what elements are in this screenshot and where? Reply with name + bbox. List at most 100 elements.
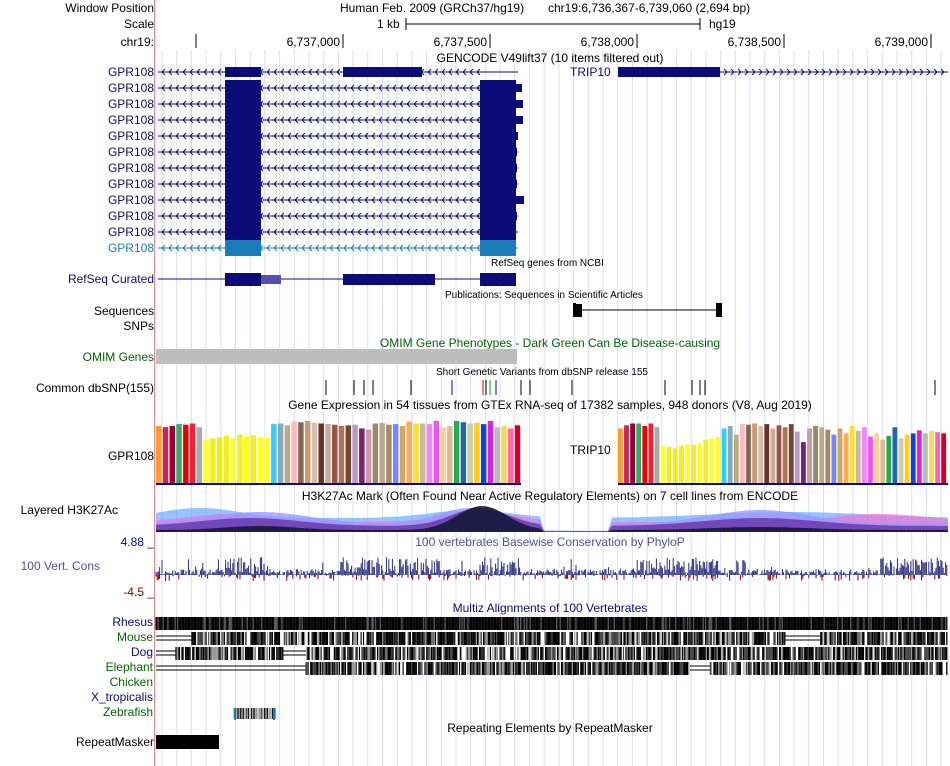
gpr108-transcript[interactable] (158, 240, 518, 256)
multiz-species-label[interactable]: Chicken (109, 675, 153, 689)
gpr108-transcript[interactable] (158, 67, 518, 77)
multiz-species-row[interactable] (155, 617, 948, 630)
multiz-species-row[interactable] (233, 708, 277, 720)
gtex-track[interactable] (0, 410, 950, 490)
gtex-bar-gpr108[interactable] (311, 422, 318, 483)
gtex-bar-trip10[interactable] (630, 423, 635, 483)
gtex-bar-trip10[interactable] (697, 443, 703, 483)
gencode-gene-label[interactable]: GPR108 (107, 65, 154, 79)
gtex-bar-trip10[interactable] (782, 427, 788, 483)
gtex-bar-gpr108[interactable] (514, 425, 521, 483)
gtex-bar-trip10[interactable] (923, 433, 928, 483)
gtex-bar-trip10[interactable] (758, 425, 764, 483)
gtex-bar-trip10[interactable] (685, 444, 690, 483)
gtex-bar-trip10[interactable] (746, 424, 751, 483)
gtex-bar-gpr108[interactable] (372, 423, 379, 483)
gtex-bar-trip10[interactable] (849, 425, 855, 483)
gtex-bar-trip10[interactable] (648, 423, 654, 483)
gtex-bar-gpr108[interactable] (413, 423, 419, 483)
gtex-bar-gpr108[interactable] (359, 428, 365, 483)
trip10-transcript[interactable] (618, 67, 948, 77)
multiz-species-row[interactable] (156, 662, 948, 675)
gtex-bar-trip10[interactable] (807, 428, 812, 483)
gtex-bar-trip10[interactable] (819, 427, 825, 483)
gtex-bar-gpr108[interactable] (325, 424, 331, 483)
gtex-bar-gpr108[interactable] (501, 425, 507, 483)
gpr108-transcript[interactable] (158, 208, 518, 224)
gpr108-transcript[interactable] (158, 128, 518, 144)
gtex-bar-trip10[interactable] (727, 425, 733, 483)
gtex-bar-trip10[interactable] (898, 438, 904, 483)
gtex-bar-trip10[interactable] (624, 425, 629, 483)
gencode-gene-label[interactable]: GPR108 (107, 209, 154, 223)
gtex-bar-gpr108[interactable] (379, 422, 385, 483)
gtex-bar-trip10[interactable] (825, 429, 831, 483)
multiz-species-label[interactable]: Zebrafish (102, 705, 153, 719)
gtex-bar-gpr108[interactable] (277, 423, 284, 483)
cons-label[interactable]: 100 Vert. Cons (20, 559, 100, 573)
gtex-bar-gpr108[interactable] (291, 421, 297, 483)
gtex-bar-gpr108[interactable] (304, 421, 311, 483)
h3k27ac-label[interactable]: Layered H3K27Ac (20, 503, 118, 517)
gpr108-transcript[interactable] (158, 144, 518, 160)
gpr108-transcript[interactable] (158, 80, 522, 96)
gtex-bar-trip10[interactable] (691, 444, 696, 483)
gtex-bar-gpr108[interactable] (345, 425, 352, 483)
gtex-bar-gpr108[interactable] (467, 423, 473, 483)
gtex-bar-gpr108[interactable] (162, 427, 169, 483)
gtex-bar-trip10[interactable] (801, 442, 806, 483)
repeatmasker-track[interactable] (0, 733, 950, 753)
gtex-bar-gpr108[interactable] (257, 437, 264, 483)
gtex-bar-gpr108[interactable] (183, 424, 189, 483)
gtex-bar-gpr108[interactable] (237, 434, 243, 483)
gtex-bar-trip10[interactable] (672, 448, 678, 483)
gtex-bar-gpr108[interactable] (453, 421, 460, 483)
gtex-bar-gpr108[interactable] (426, 424, 433, 483)
gencode-gene-label[interactable]: GPR108 (107, 129, 154, 143)
gtex-bar-gpr108[interactable] (433, 421, 440, 483)
gencode-gene-label[interactable]: GPR108 (107, 193, 154, 207)
multiz-species-label[interactable]: Mouse (116, 630, 153, 644)
gencode-gene-label[interactable]: GPR108 (107, 145, 154, 159)
gtex-bar-gpr108[interactable] (474, 422, 480, 483)
gtex-bar-gpr108[interactable] (176, 424, 182, 483)
gtex-bar-gpr108[interactable] (284, 425, 291, 483)
gtex-bar-gpr108[interactable] (480, 424, 487, 483)
multiz-species-label[interactable]: Dog (130, 645, 153, 659)
multiz-species-label[interactable]: Elephant (105, 660, 153, 674)
gtex-bar-trip10[interactable] (916, 430, 922, 483)
gtex-bar-trip10[interactable] (788, 424, 794, 483)
gtex-bar-trip10[interactable] (886, 435, 892, 483)
gtex-bar-trip10[interactable] (813, 425, 818, 483)
gtex-right-gene-label[interactable]: TRIP10 (570, 443, 611, 457)
gencode-track[interactable] (0, 60, 950, 260)
gtex-bar-gpr108[interactable] (271, 424, 277, 483)
multiz-track[interactable] (0, 612, 950, 722)
omim-label[interactable]: OMIM Genes (82, 350, 154, 364)
gtex-bar-gpr108[interactable] (216, 437, 223, 483)
gtex-bar-trip10[interactable] (837, 428, 843, 483)
omim-track[interactable] (0, 348, 950, 368)
gtex-bar-trip10[interactable] (794, 431, 800, 483)
gtex-bar-trip10[interactable] (740, 424, 745, 483)
gtex-bar-gpr108[interactable] (264, 437, 270, 483)
gtex-bar-gpr108[interactable] (210, 438, 216, 483)
gtex-bar-gpr108[interactable] (440, 427, 446, 483)
gpr108-transcript[interactable] (158, 192, 524, 208)
repeatmasker-label[interactable]: RepeatMasker (75, 735, 154, 749)
gtex-bar-trip10[interactable] (770, 428, 776, 483)
gencode-gene-label[interactable]: GPR108 (107, 161, 154, 175)
gpr108-transcript[interactable] (158, 112, 523, 128)
gtex-bar-trip10[interactable] (733, 434, 739, 483)
gtex-bar-trip10[interactable] (855, 430, 861, 483)
gtex-bar-trip10[interactable] (709, 438, 715, 483)
gencode-gene-label[interactable]: GPR108 (107, 97, 154, 111)
gtex-bar-gpr108[interactable] (169, 425, 176, 483)
gtex-bar-trip10[interactable] (941, 433, 947, 483)
gtex-bar-gpr108[interactable] (250, 435, 257, 483)
refseq-label[interactable]: RefSeq Curated (67, 272, 154, 286)
gtex-bar-gpr108[interactable] (420, 423, 426, 483)
conservation-track[interactable] (0, 545, 950, 605)
publications-track[interactable] (0, 302, 950, 322)
gtex-bar-gpr108[interactable] (156, 425, 162, 483)
